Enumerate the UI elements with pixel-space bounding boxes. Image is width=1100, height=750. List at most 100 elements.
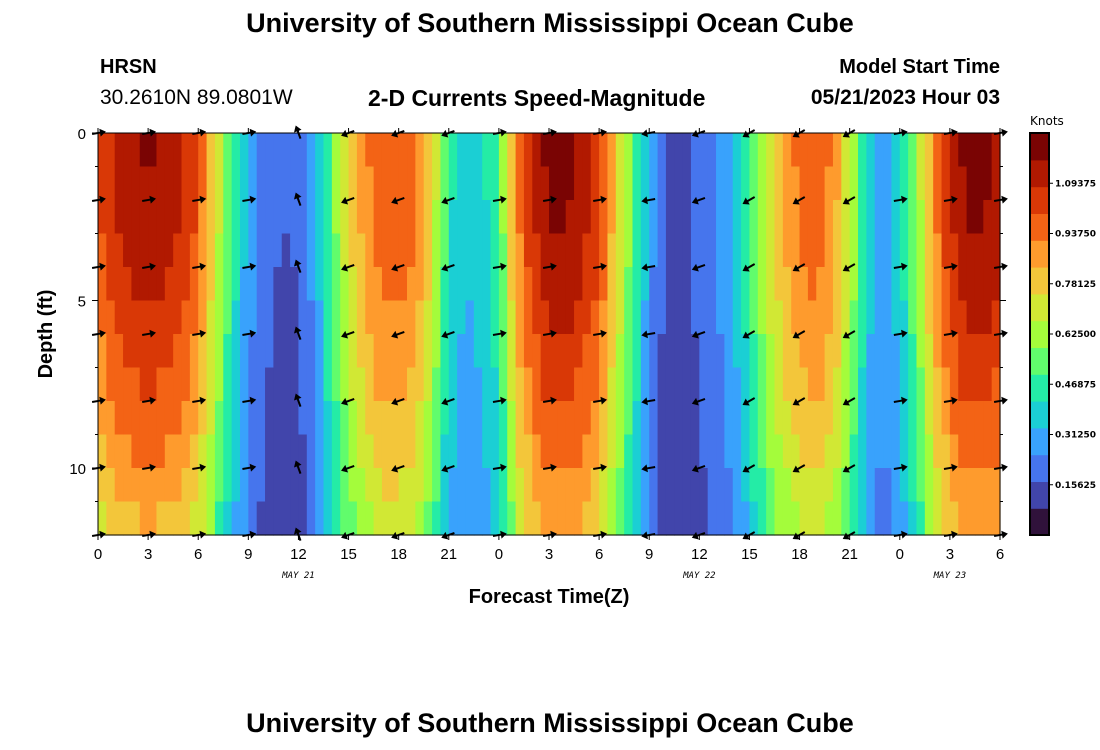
heatmap-cell — [457, 300, 467, 335]
heatmap-cell — [816, 300, 826, 335]
heatmap-cell — [941, 367, 951, 402]
heatmap-cell — [883, 200, 893, 235]
heatmap-cell — [590, 334, 600, 369]
heatmap-cell — [156, 401, 166, 436]
colorbar-unit: Knots — [1030, 114, 1064, 128]
heatmap-cell — [498, 334, 508, 369]
current-vector-arrow — [294, 326, 302, 340]
heatmap-cell — [624, 334, 634, 369]
heatmap-cell — [381, 300, 391, 335]
heatmap-cell — [507, 334, 517, 369]
heatmap-cell — [891, 468, 901, 503]
heatmap-cell — [532, 200, 542, 235]
heatmap-cell — [139, 334, 149, 369]
heatmap-cell — [665, 233, 675, 268]
heatmap-cell — [306, 468, 316, 503]
current-vector-arrow — [192, 329, 207, 338]
heatmap-cell — [206, 468, 216, 503]
heatmap-cell — [540, 501, 550, 536]
heatmap-cell — [607, 166, 617, 201]
heatmap-cell — [574, 267, 584, 302]
heatmap-cell — [924, 501, 934, 536]
heatmap-cell — [574, 434, 584, 469]
heatmap-cell — [707, 233, 717, 268]
heatmap-cell — [774, 367, 784, 402]
heatmap-cell — [908, 334, 918, 369]
heatmap-cell — [281, 200, 291, 235]
heatmap-cell — [565, 166, 575, 201]
heatmap-cell — [198, 166, 208, 201]
heatmap-cell — [114, 200, 124, 235]
heatmap-cell — [290, 267, 300, 302]
heatmap-cell — [248, 434, 258, 469]
heatmap-cell — [949, 367, 959, 402]
heatmap-cell — [532, 434, 542, 469]
heatmap-cell — [164, 267, 174, 302]
heatmap-cell — [832, 200, 842, 235]
heatmap-cell — [615, 501, 625, 536]
heatmap-cell — [941, 267, 951, 302]
heatmap-cell — [615, 300, 625, 335]
current-vector-arrow — [943, 195, 958, 204]
x-tick-label: 9 — [244, 546, 252, 563]
heatmap-cell — [156, 434, 166, 469]
heatmap-cell — [265, 166, 274, 201]
heatmap-cell — [858, 468, 867, 503]
date-labels: MAY 21 MAY 22 MAY 23 — [281, 571, 966, 581]
heatmap-cell — [816, 434, 826, 469]
heatmap-cell — [782, 267, 792, 302]
heatmap-cell — [214, 501, 224, 536]
heatmap-cell — [690, 334, 700, 369]
heatmap-cell — [390, 501, 400, 536]
heatmap-cell — [173, 166, 183, 201]
heatmap-cell — [699, 133, 709, 168]
heatmap-cell — [732, 166, 742, 201]
heatmap-cell — [807, 468, 817, 503]
heatmap-cell — [482, 200, 492, 235]
heatmap-cell — [949, 233, 959, 268]
heatmap-cell — [482, 233, 492, 268]
heatmap-cell — [457, 267, 467, 302]
heatmap-cell — [824, 468, 834, 503]
current-vector-arrow — [492, 396, 507, 405]
heatmap-cell — [356, 501, 366, 536]
heatmap-cell — [281, 501, 291, 536]
heatmap-cell — [832, 166, 842, 201]
heatmap-cell — [657, 401, 667, 436]
heatmap-cell — [874, 267, 884, 302]
heatmap-cell — [532, 334, 542, 369]
heatmap-cell — [816, 133, 826, 168]
heatmap-cell — [239, 133, 249, 168]
heatmap-cell — [632, 233, 642, 268]
heatmap-cell — [741, 401, 751, 436]
heatmap-cell — [866, 300, 876, 335]
colorbar-labels: 1.09375 0.93750 0.78125 0.62500 0.46875 0.312… — [1049, 179, 1096, 491]
heatmap-cell — [724, 300, 734, 335]
heatmap-cell — [966, 166, 976, 201]
heatmap-cell — [515, 166, 525, 201]
heatmap-cell — [198, 200, 208, 235]
heatmap-cell — [832, 501, 842, 536]
heatmap-cell — [98, 434, 107, 469]
current-vector-arrow — [842, 397, 856, 406]
heatmap-cell — [139, 367, 149, 402]
current-vector-arrow — [842, 464, 856, 473]
heatmap-cell — [640, 267, 650, 302]
heatmap-cell — [181, 233, 191, 268]
heatmap-cell — [716, 233, 725, 268]
heatmap-cell — [766, 166, 776, 201]
heatmap-cell — [749, 300, 759, 335]
heatmap-cell — [164, 166, 174, 201]
model-start-time: 05/21/2023 Hour 03 — [810, 86, 1000, 109]
heatmap-cell — [682, 200, 692, 235]
heatmap-cell — [590, 233, 600, 268]
current-vector-arrow — [943, 329, 958, 338]
heatmap-cell — [223, 401, 233, 436]
heatmap-cell — [348, 267, 358, 302]
heatmap-cell — [983, 334, 993, 369]
heatmap-cell — [908, 501, 918, 536]
heatmap-cell — [841, 166, 851, 201]
heatmap-cell — [724, 434, 734, 469]
heatmap-cell — [432, 334, 442, 369]
heatmap-cell — [991, 468, 1001, 503]
